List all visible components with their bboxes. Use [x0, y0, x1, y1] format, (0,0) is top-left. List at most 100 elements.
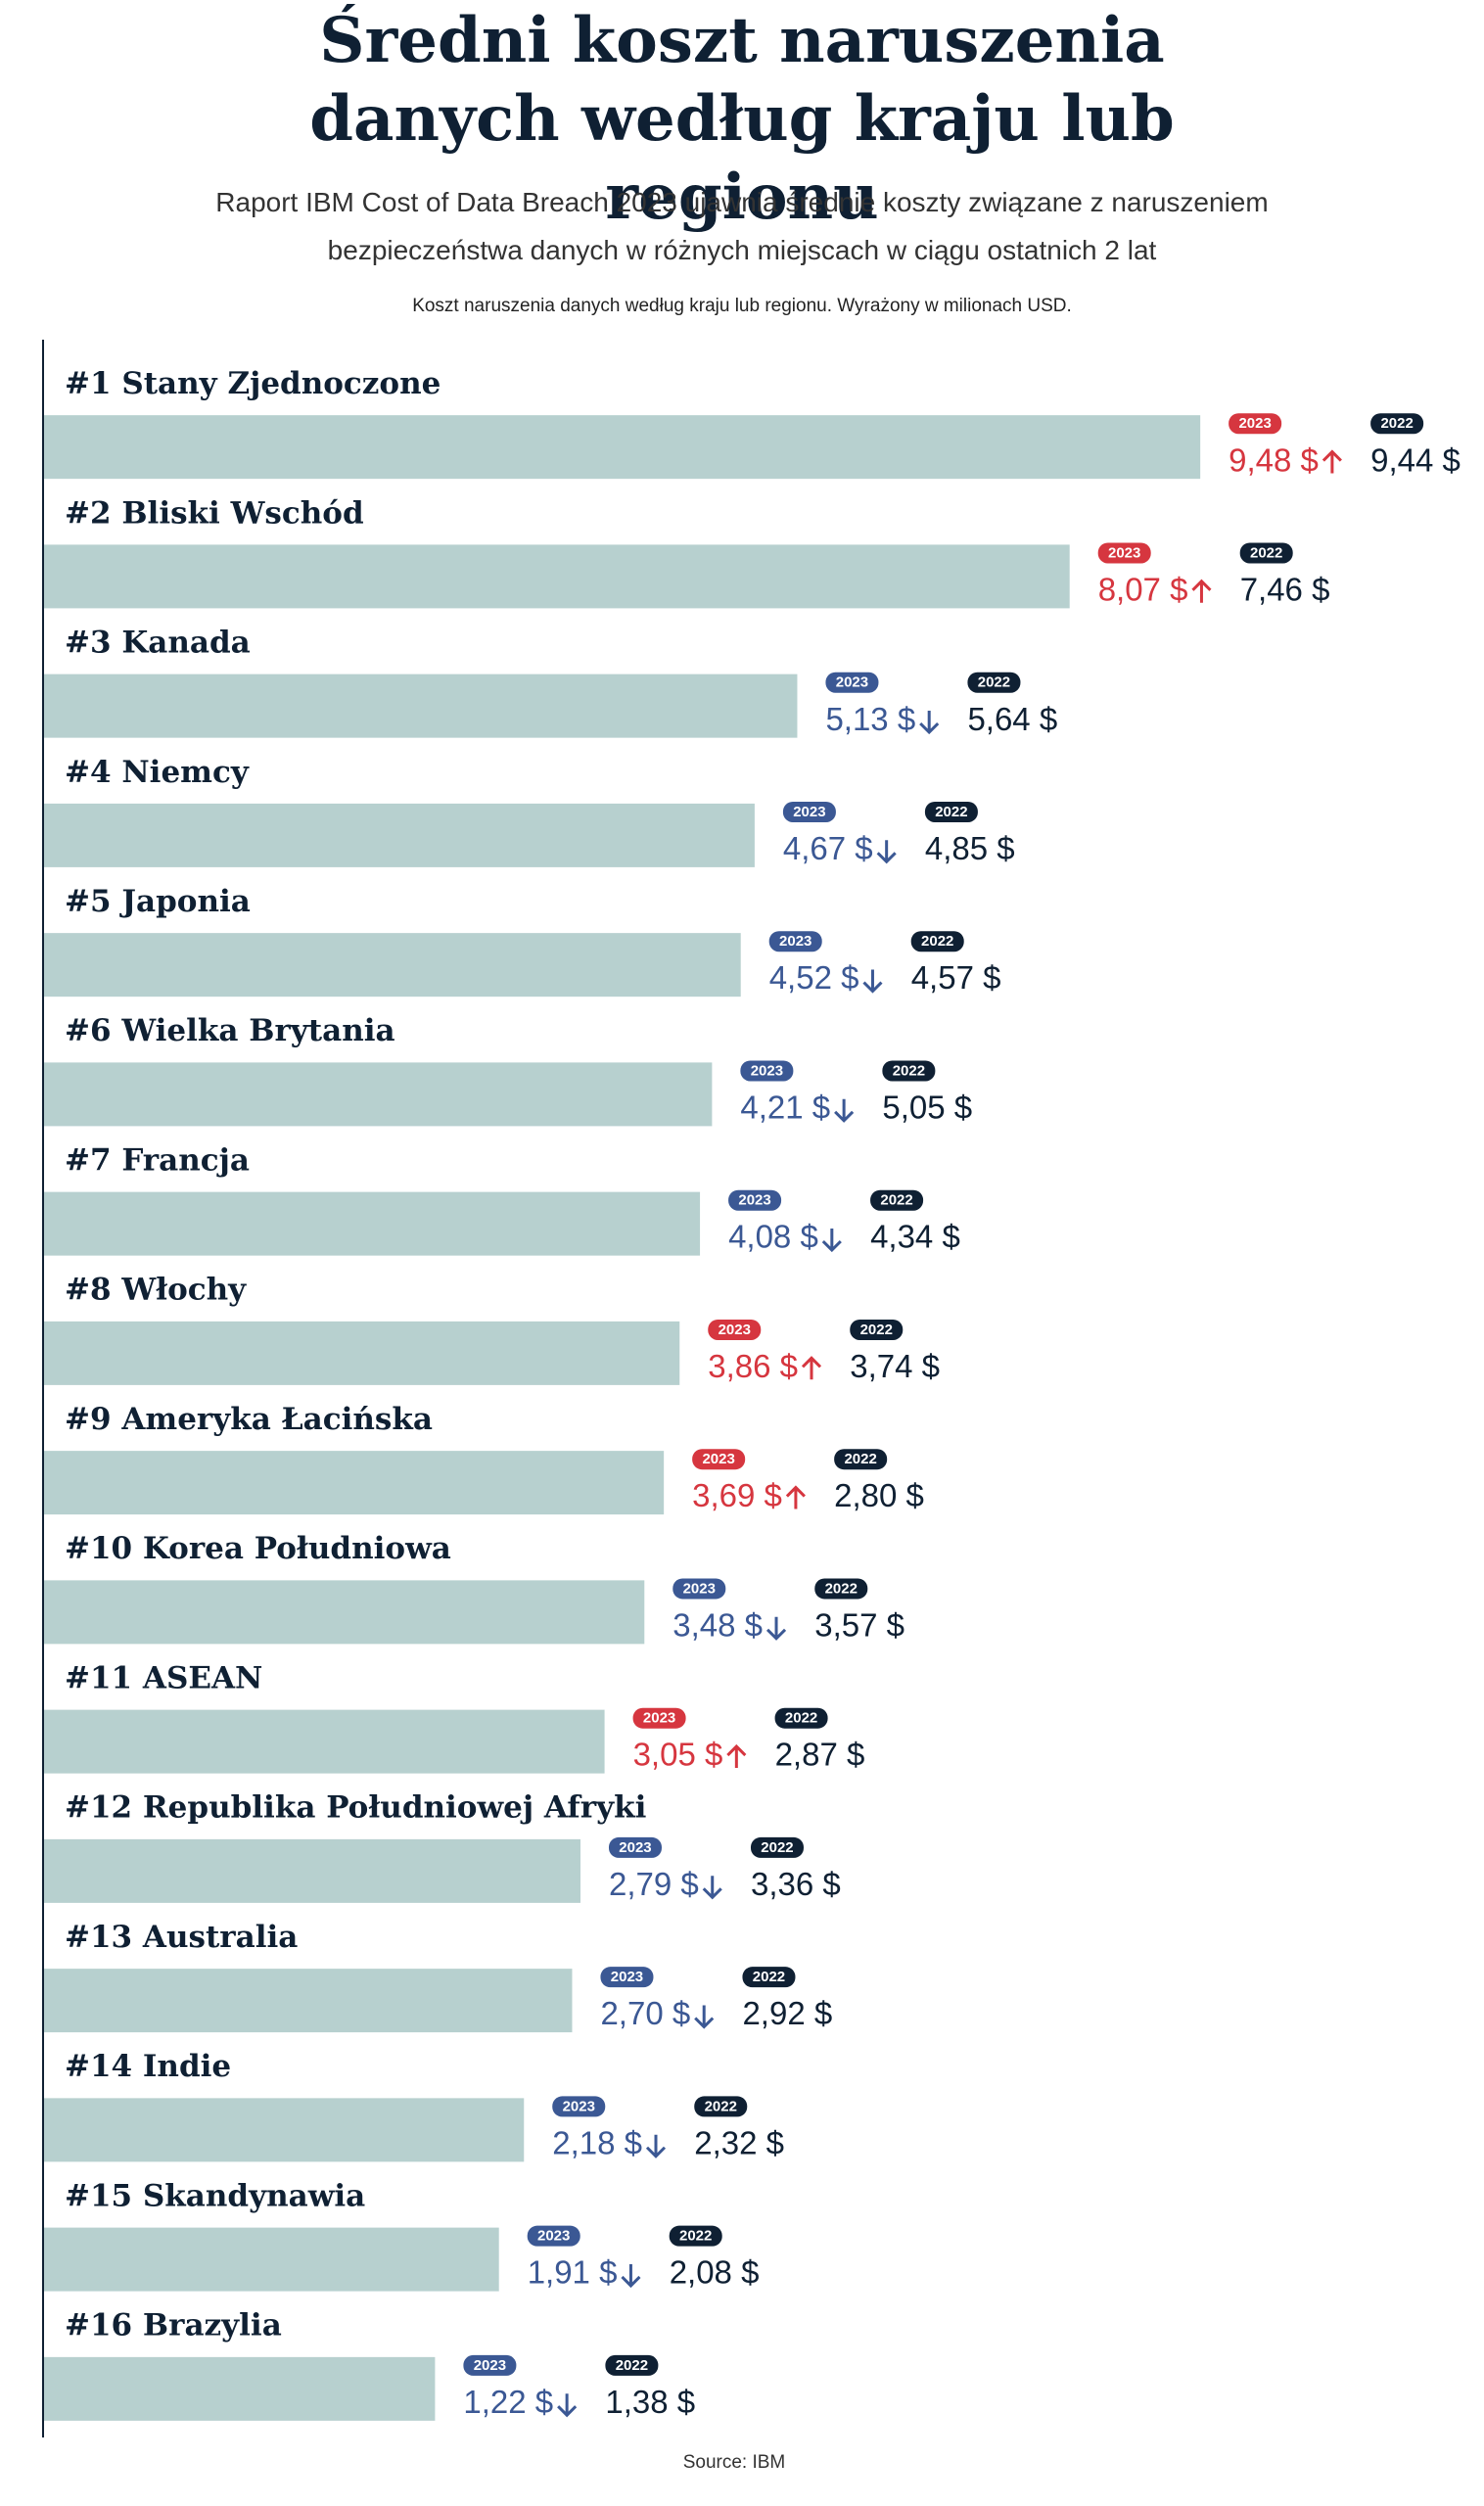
legend-label: 2023: [719, 1322, 751, 1338]
bar: [44, 544, 1070, 609]
legend-badge: [924, 801, 978, 822]
value-label: 1,91 $: [528, 2254, 618, 2291]
bar: [44, 1451, 665, 1515]
legend-badge: [728, 1189, 782, 1211]
value-label: 4,67 $: [783, 830, 873, 866]
category-label: #15 Skandynawia: [65, 2178, 365, 2213]
category-label: #3 Kanada: [65, 626, 251, 661]
value-label: 8,07 $: [1098, 572, 1188, 608]
legend-badge: [552, 2096, 606, 2117]
category-label: #12 Republika Południowej Afryki: [65, 1790, 646, 1826]
legend-label: 2023: [793, 804, 825, 820]
legend-badge: [669, 2225, 722, 2247]
value-label: 3,36 $: [751, 1866, 841, 1902]
bar: [44, 1709, 605, 1774]
legend-label: 2022: [679, 2228, 712, 2245]
title: Średni koszt naruszenia danych według kr…: [309, 4, 1175, 234]
legend-label: 2022: [1380, 415, 1413, 432]
legend-label: 2022: [880, 1192, 912, 1209]
bar: [44, 673, 798, 738]
legend-badge: [608, 1836, 662, 1858]
arrow-down: [765, 1616, 787, 1641]
legend-label: 2023: [1108, 544, 1140, 561]
value-label: 1,22 $: [463, 2384, 553, 2420]
value-label: 3,48 $: [672, 1606, 763, 1643]
value-label: 2,87 $: [775, 1737, 865, 1773]
arrow-up: [785, 1485, 806, 1509]
legend-label: 2022: [978, 674, 1010, 691]
value-label: 5,05 $: [882, 1089, 972, 1125]
value-label: 2,79 $: [609, 1866, 699, 1902]
legend-badge: [605, 2354, 659, 2376]
legend-badge: [527, 2225, 580, 2247]
legend-badge: [600, 1967, 654, 1988]
legend-badge: [692, 1449, 746, 1470]
legend-badge: [672, 1578, 726, 1600]
bar: [44, 1321, 680, 1385]
legend-label: 2022: [1250, 544, 1282, 561]
legend-badge: [708, 1319, 762, 1340]
category-label: #2 Bliski Wschód: [65, 495, 364, 531]
value-label: 2,92 $: [742, 1995, 832, 2031]
legend-label: 2022: [893, 1062, 925, 1079]
legend-label: 2023: [1238, 415, 1271, 432]
legend-label: 2023: [751, 1062, 783, 1079]
value-label: 3,86 $: [708, 1348, 798, 1384]
value-label: 3,69 $: [692, 1477, 782, 1513]
legend-label: 2022: [935, 804, 967, 820]
arrow-down: [645, 2134, 667, 2158]
note: Koszt naruszenia danych według kraju lub…: [412, 296, 1072, 316]
legend-label: 2023: [611, 1969, 643, 1985]
legend-badge: [870, 1189, 924, 1211]
bar: [44, 1969, 573, 2033]
value-label: 2,18 $: [552, 2124, 642, 2160]
category-label: #6 Wielka Brytania: [65, 1013, 395, 1048]
value-label: 1,38 $: [605, 2384, 695, 2420]
bar: [44, 933, 741, 998]
legend-label: 2023: [563, 2098, 595, 2114]
legend-badge: [774, 1707, 828, 1729]
value-label: 9,44 $: [1370, 441, 1461, 478]
legend-badge: [882, 1060, 936, 1082]
legend-label: 2022: [844, 1451, 876, 1467]
value-label: 3,05 $: [633, 1737, 723, 1773]
arrow-down: [919, 711, 940, 735]
value-label: 4,52 $: [769, 959, 859, 996]
bar: [44, 2098, 525, 2162]
legend-badge: [1370, 413, 1424, 435]
legend-badge: [1097, 542, 1151, 564]
legend-badge: [750, 1836, 804, 1858]
value-label: 4,85 $: [925, 830, 1015, 866]
value-label: 2,08 $: [670, 2254, 760, 2291]
category-label: #11 ASEAN: [65, 1660, 262, 1695]
arrow-down: [702, 1876, 722, 1900]
bar: [44, 2227, 499, 2292]
legend-badge: [967, 672, 1021, 693]
arrow-down: [876, 840, 897, 864]
arrow-down: [694, 2005, 715, 2029]
category-label: #1 Stany Zjednoczone: [65, 366, 441, 401]
legend-badge: [740, 1060, 794, 1082]
legend-badge: [782, 801, 836, 822]
legend-badge: [632, 1707, 686, 1729]
arrow-up: [726, 1743, 747, 1769]
category-label: #5 Japonia: [65, 884, 251, 919]
category-label: #9 Ameryka Łacińska: [65, 1402, 433, 1437]
legend-badge: [768, 931, 822, 952]
legend-label: 2023: [474, 2357, 506, 2374]
legend-label: 2022: [860, 1322, 893, 1338]
legend-label: 2023: [683, 1580, 716, 1597]
source: Source: IBM: [683, 2452, 786, 2473]
subtitle: Raport IBM Cost of Data Breach 2023 ujaw…: [215, 187, 1269, 265]
category-label: #7 Francja: [65, 1142, 250, 1178]
bar: [44, 415, 1201, 480]
bar: [44, 1838, 580, 1903]
legend-label: 2022: [705, 2098, 737, 2114]
value-label: 4,34 $: [870, 1219, 960, 1255]
legend-label: 2023: [537, 2228, 570, 2245]
legend-badge: [834, 1449, 888, 1470]
bar: [44, 1191, 701, 1256]
value-label: 4,08 $: [728, 1219, 818, 1255]
legend-badge: [850, 1319, 904, 1340]
legend-label: 2022: [761, 1839, 793, 1856]
